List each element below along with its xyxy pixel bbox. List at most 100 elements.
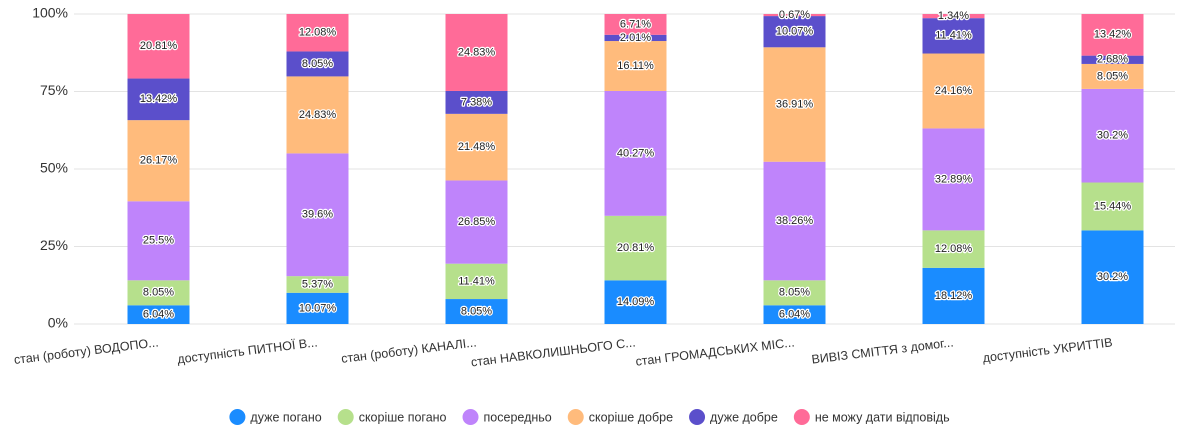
x-tick-label: стан ГРОМАДСЬКИХ МІС... — [635, 335, 796, 368]
value-label: 36.91% — [776, 98, 814, 110]
value-label: 2.01% — [620, 32, 651, 44]
bar-segment — [445, 113, 508, 181]
bar-segment — [604, 280, 667, 324]
value-label: 1.34% — [938, 10, 969, 22]
value-label: 8.05% — [779, 287, 810, 299]
legend-swatch — [337, 409, 354, 425]
x-tick-label: стан (роботу) КАНАЛІ... — [340, 335, 477, 365]
value-label: 24.83% — [458, 46, 496, 58]
legend-label: скоріше добре — [589, 410, 673, 424]
bar-segment — [127, 201, 190, 281]
bar-segment — [445, 263, 508, 300]
bar-segment — [127, 120, 190, 202]
value-label: 12.08% — [299, 27, 337, 39]
bar-segment — [127, 305, 190, 324]
y-tick-label: 50% — [40, 160, 68, 176]
bar-segment — [286, 276, 349, 293]
bar-segment — [604, 14, 667, 35]
bar-segment — [922, 53, 985, 129]
value-label: 25.5% — [143, 235, 174, 247]
bar-segment — [127, 78, 190, 121]
bar-segment — [286, 153, 349, 277]
value-label: 6.04% — [779, 309, 810, 321]
value-label: 16.11% — [617, 60, 654, 72]
bar-segment — [763, 47, 826, 162]
value-label: 2.68% — [1097, 54, 1128, 66]
value-label: 15.44% — [1094, 200, 1132, 212]
bar-segment — [1081, 63, 1144, 89]
value-label: 13.42% — [140, 93, 178, 105]
bar-segment — [763, 16, 826, 48]
legend-label: посередньо — [484, 410, 552, 424]
value-label: 24.83% — [299, 109, 337, 121]
legend-swatch — [567, 409, 584, 425]
value-label: 30.2% — [1097, 130, 1128, 142]
bar-segment — [286, 51, 349, 77]
x-tick-label: доступність ПИТНОЇ В... — [177, 335, 319, 366]
y-tick-label: 0% — [48, 315, 68, 331]
bar-segment — [922, 267, 985, 324]
bar-segment — [1081, 55, 1144, 64]
value-label: 12.08% — [935, 243, 973, 255]
x-tick-label: ВИВІЗ СМІТТЯ з домог... — [811, 335, 955, 366]
bar-segment — [286, 14, 349, 52]
value-label: 5.37% — [302, 278, 333, 290]
legend: дуже погано скоріше погано посередньо скорі… — [229, 409, 950, 425]
value-label: 11.41% — [935, 30, 972, 42]
value-label: 18.12% — [935, 290, 973, 302]
value-label: 24.16% — [935, 85, 973, 97]
legend-swatch — [793, 409, 810, 425]
bar-segment — [1081, 88, 1144, 183]
bar-segment — [922, 14, 985, 19]
value-label: 39.6% — [302, 209, 333, 221]
y-tick-label: 100% — [32, 5, 68, 21]
legend-swatch — [462, 409, 479, 425]
value-label: 32.89% — [935, 173, 973, 185]
value-label: 38.26% — [776, 215, 814, 227]
value-label: 8.05% — [1097, 70, 1128, 82]
bar-segment — [763, 14, 826, 17]
bar-segment — [604, 90, 667, 216]
bar-segment — [604, 41, 667, 91]
value-label: 20.81% — [140, 40, 178, 52]
value-label: 30.2% — [1097, 271, 1128, 283]
value-label: 26.17% — [140, 155, 178, 167]
legend-label: скоріше погано — [359, 410, 447, 424]
bar-segment — [445, 299, 508, 324]
value-label: 6.04% — [143, 309, 174, 321]
y-tick-label: 75% — [40, 82, 68, 98]
bar-segment — [922, 230, 985, 268]
value-label: 8.05% — [461, 305, 492, 317]
bar-segment — [286, 76, 349, 154]
bar-segment — [1081, 182, 1144, 231]
bar-segment — [763, 161, 826, 281]
x-tick-label: стан (роботу) ВОДОПО... — [13, 335, 159, 367]
legend-label: не можу дати відповідь — [815, 410, 950, 424]
legend-swatch — [229, 409, 246, 425]
y-tick-label: 25% — [40, 237, 68, 253]
value-label: 10.07% — [776, 26, 814, 38]
value-label: 13.42% — [1094, 29, 1132, 41]
value-label: 10.07% — [299, 302, 337, 314]
value-label: 7.38% — [461, 96, 492, 108]
value-label: 40.27% — [617, 147, 655, 159]
value-label: 20.81% — [617, 242, 655, 254]
bar-segment — [1081, 230, 1144, 324]
bar-segment — [763, 280, 826, 306]
legend-swatch — [689, 409, 706, 425]
x-tick-label: стан НАВКОЛИШНЬОГО С... — [470, 335, 636, 369]
value-label: 11.41% — [458, 275, 495, 287]
bar-segment — [286, 292, 349, 324]
legend-label: дуже добре — [710, 410, 778, 424]
bar-segment — [604, 215, 667, 281]
value-label: 6.71% — [620, 18, 651, 30]
bar-segment — [445, 180, 508, 264]
value-label: 21.48% — [458, 141, 496, 153]
bar-segment — [445, 14, 508, 91]
bar-segment — [604, 34, 667, 42]
value-label: 26.85% — [458, 216, 496, 228]
x-tick-label: доступність УКРИТТІВ — [982, 335, 1113, 365]
value-label: 0.67% — [779, 9, 810, 21]
bar-segment — [922, 18, 985, 54]
